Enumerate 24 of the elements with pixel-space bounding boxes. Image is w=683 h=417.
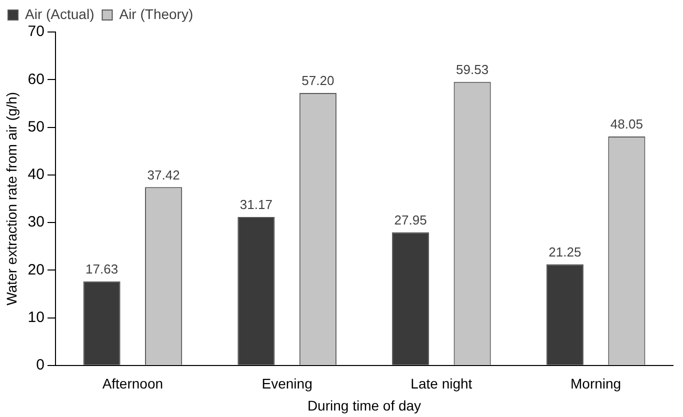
text: 59.53 — [456, 62, 489, 77]
x-tick-label: Late night — [410, 376, 472, 392]
y-axis-title: Water extraction rate from air (g/h) — [3, 92, 20, 306]
text: 21.25 — [548, 244, 582, 260]
y-tick-label: 20 — [28, 261, 44, 278]
y-tick-label: 30 — [28, 214, 44, 231]
legend-label: Air (Theory) — [119, 6, 194, 22]
text: 17.63 — [86, 262, 118, 277]
x-tick-label: Morning — [570, 376, 622, 392]
y-tick-label: 10 — [28, 308, 44, 326]
y-tick-label: 40 — [28, 166, 44, 184]
text: 37.42 — [147, 167, 180, 182]
x-tick-label: Evening — [262, 376, 312, 392]
text: 48.05 — [610, 116, 643, 132]
text: 27.95 — [394, 212, 427, 228]
legend-label: Air (Actual) — [25, 6, 94, 22]
text: 31.17 — [240, 197, 272, 212]
text: 57.20 — [302, 73, 334, 88]
y-tick-label: 50 — [28, 118, 44, 136]
y-tick-label: 0 — [36, 356, 44, 374]
y-tick-label: 60 — [28, 70, 44, 88]
x-axis-title: During time of day — [307, 397, 422, 414]
y-tick-label: 70 — [28, 23, 44, 40]
x-tick-label: Afternoon — [102, 376, 164, 392]
